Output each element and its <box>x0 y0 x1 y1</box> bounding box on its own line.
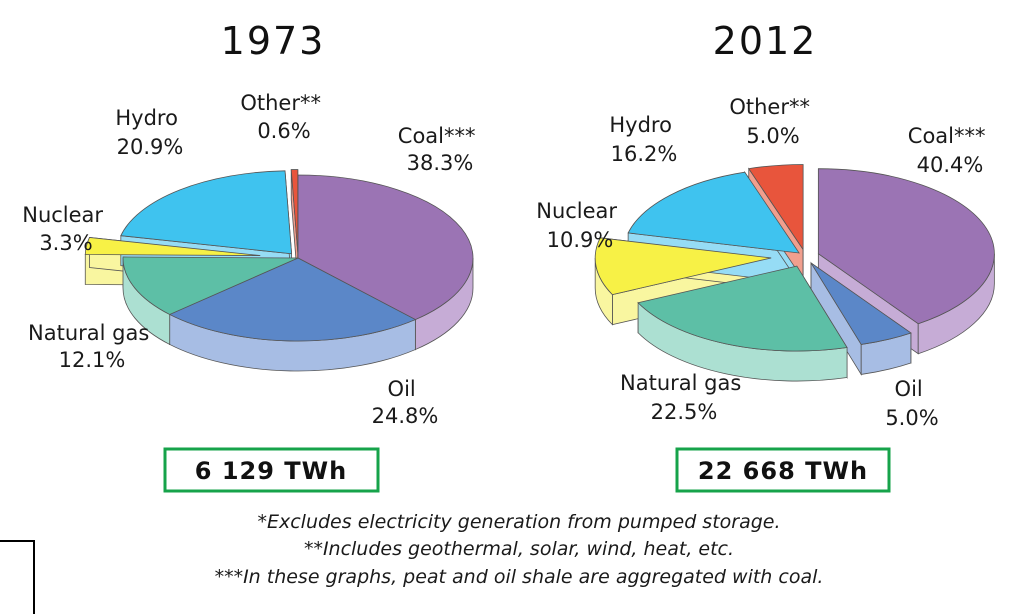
label-1973-hydro-value: 20.9% <box>117 135 184 159</box>
label-2012-coal-name: Coal*** <box>908 124 986 148</box>
svg-text:Oil 5.0%: Oil 5.0% <box>885 377 938 430</box>
label-2012-coal-value: 40.4% <box>917 153 984 177</box>
svg-text:Nuclear 10.9%: Nuclear 10.9% <box>536 199 624 252</box>
pie-2012 <box>594 164 995 382</box>
total-2012: 22 668 TWh <box>698 457 868 485</box>
slice-1973-nuclear <box>84 237 261 256</box>
label-1973-coal-value: 38.3% <box>407 151 474 175</box>
slice-1973-other <box>290 169 299 253</box>
label-1973-gas-name: Natural gas <box>28 321 149 345</box>
label-1973-other-name: Other** <box>240 91 321 115</box>
label-1973-oil-name: Oil <box>388 377 416 401</box>
slice-1973-oil <box>168 257 417 342</box>
pie-1973-tops <box>84 169 474 342</box>
label-2012-gas-value: 22.5% <box>651 400 718 424</box>
labels-1973: Coal*** 38.3% Oil 24.8% Natural gas 12.1… <box>22 91 482 428</box>
label-2012-other-value: 5.0% <box>746 124 799 148</box>
slice-2012-other <box>748 164 804 251</box>
slice-1973-coal <box>297 174 474 321</box>
label-1973-gas-value: 12.1% <box>59 348 126 372</box>
label-2012-hydro-value: 16.2% <box>611 142 678 166</box>
svg-text:Coal*** 38.3%: Coal*** 38.3% <box>398 124 482 175</box>
total-box-1973 <box>163 447 380 493</box>
slice-1973-natural-gas <box>122 256 299 315</box>
chart-2012: 2012 Coal*** 40.4% Oil 5.0% Natural gas … <box>536 19 995 493</box>
footnotes: *Excludes electricity generation from pu… <box>215 511 824 588</box>
slice-2012-natural-gas <box>637 265 848 352</box>
svg-text:Natural gas 22.5%: Natural gas 22.5% <box>620 371 748 424</box>
total-box-2012 <box>675 447 891 493</box>
label-1973-nuclear-name: Nuclear <box>22 203 103 227</box>
label-2012-nuclear-name: Nuclear <box>536 199 617 223</box>
svg-text:Hydro 16.2%: Hydro 16.2% <box>609 113 678 166</box>
label-2012-nuclear-value: 10.9% <box>547 228 614 252</box>
corner-bracket <box>0 540 35 614</box>
footnote-1: *Excludes electricity generation from pu… <box>257 511 780 533</box>
label-1973-hydro-name: Hydro <box>115 106 178 130</box>
label-2012-gas-name: Natural gas <box>620 371 741 395</box>
label-1973-oil-value: 24.8% <box>372 404 439 428</box>
label-2012-other-name: Other** <box>729 95 810 119</box>
svg-text:Coal*** 40.4%: Coal*** 40.4% <box>908 124 992 177</box>
svg-text:Nuclear 3.3%: Nuclear 3.3% <box>22 203 110 255</box>
label-2012-oil-name: Oil <box>895 377 923 401</box>
svg-text:Other** 5.0%: Other** 5.0% <box>729 95 816 148</box>
slice-2012-coal <box>817 168 995 325</box>
chart-2012-title: 2012 <box>713 19 818 63</box>
svg-text:Other** 0.6%: Other** 0.6% <box>240 91 327 143</box>
total-1973: 6 129 TWh <box>195 457 347 485</box>
pie-2012-tops <box>594 164 995 352</box>
label-2012-oil-value: 5.0% <box>885 406 938 430</box>
label-2012-hydro-name: Hydro <box>609 113 672 137</box>
footnote-2: **Includes geothermal, solar, wind, heat… <box>304 538 734 560</box>
label-1973-coal-name: Coal*** <box>398 124 476 148</box>
label-1973-nuclear-value: 3.3% <box>39 231 92 255</box>
svg-text:Hydro 20.9%: Hydro 20.9% <box>115 106 184 159</box>
chart-1973: 1973 Coal*** 38.3% Oil 24.8% Natural gas… <box>22 19 482 493</box>
slice-2012-nuclear <box>594 237 772 296</box>
svg-text:Oil 24.8%: Oil 24.8% <box>372 377 439 428</box>
svg-text:Natural gas 12.1%: Natural gas 12.1% <box>28 321 156 372</box>
pie-1973 <box>84 169 474 372</box>
footnote-3: ***In these graphs, peat and oil shale a… <box>215 566 824 588</box>
labels-2012: Coal*** 40.4% Oil 5.0% Natural gas 22.5%… <box>536 95 992 430</box>
slice-2012-oil <box>810 262 912 345</box>
chart-1973-title: 1973 <box>221 19 326 63</box>
label-1973-other-value: 0.6% <box>257 119 310 143</box>
slice-1973-hydro <box>120 170 293 255</box>
slice-2012-hydro <box>627 171 800 254</box>
